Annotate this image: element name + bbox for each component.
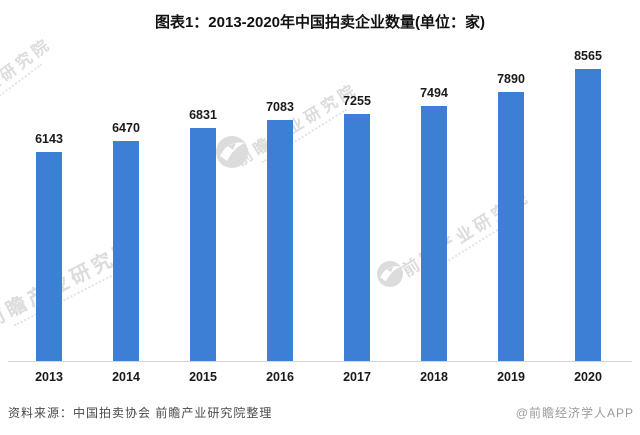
bar (267, 120, 293, 362)
bar-group: 7255 2017 (319, 94, 396, 384)
x-axis-label: 2018 (420, 370, 448, 384)
bar-group: 7890 2019 (473, 72, 550, 384)
x-axis-label: 2014 (112, 370, 140, 384)
x-axis-label: 2017 (343, 370, 371, 384)
credit-note: @前瞻经济学人APP (515, 406, 634, 420)
bar-value-label: 7890 (497, 72, 525, 86)
chart-title: 图表1：2013-2020年中国拍卖企业数量(单位：家) (154, 14, 486, 31)
x-axis-line (8, 361, 632, 362)
bar (190, 128, 216, 362)
bar (575, 69, 601, 362)
bar-group: 6470 2014 (88, 121, 165, 384)
bar-value-label: 7494 (420, 86, 448, 100)
x-axis-label: 2019 (497, 370, 525, 384)
footer: 资料来源：中国拍卖协会 前瞻产业研究院整理 @前瞻经济学人APP (8, 404, 634, 421)
x-axis-label: 2013 (35, 370, 63, 384)
bar-value-label: 8565 (574, 49, 602, 63)
bar (113, 141, 139, 362)
bar-value-label: 6143 (35, 132, 63, 146)
bar (421, 106, 447, 362)
bar-group: 7494 2018 (396, 86, 473, 384)
bar-group: 6143 2013 (11, 132, 88, 384)
bar (498, 92, 524, 362)
bar-value-label: 7255 (343, 94, 371, 108)
x-axis-label: 2015 (189, 370, 217, 384)
bar-group: 6831 2015 (165, 108, 242, 384)
bar-group: 7083 2016 (242, 100, 319, 384)
bar-value-label: 6831 (189, 108, 217, 122)
bar-value-label: 6470 (112, 121, 140, 135)
x-axis-label: 2020 (574, 370, 602, 384)
bar-value-label: 7083 (266, 100, 294, 114)
bar (36, 152, 62, 362)
bar (344, 114, 370, 362)
bar-group: 8565 2020 (550, 49, 627, 384)
x-axis-label: 2016 (266, 370, 294, 384)
source-note: 资料来源：中国拍卖协会 前瞻产业研究院整理 (8, 406, 273, 420)
